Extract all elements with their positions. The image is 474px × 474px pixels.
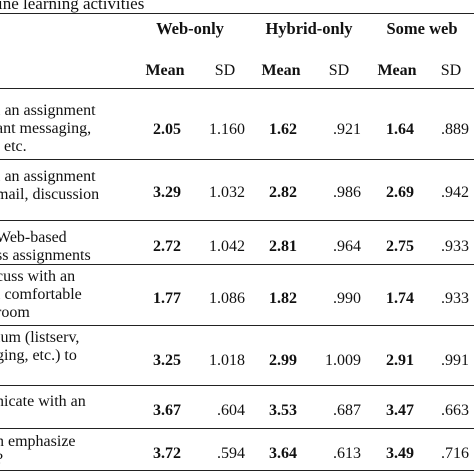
row-item-label: n emphasize ? (0, 433, 146, 469)
cell-some-web-mean: 2.91 (386, 352, 414, 369)
cell-web-only-mean: 2.72 (153, 238, 181, 255)
cell-some-web-mean: 2.69 (386, 184, 414, 201)
cell-some-web-mean: 2.75 (386, 238, 414, 255)
row-rule (0, 470, 474, 471)
group-header-some-web: Some web (386, 19, 458, 38)
cell-web-only-sd: 1.042 (209, 238, 245, 255)
cell-web-only-mean: 3.29 (153, 184, 181, 201)
cell-some-web-mean: 3.49 (386, 445, 414, 462)
cell-hybrid-only-sd: .990 (333, 290, 361, 307)
header-rule (0, 88, 474, 89)
cell-web-only-mean: 2.05 (153, 121, 181, 138)
subheader-sd-some-web: SD (440, 62, 462, 79)
row-item-label: l an assignment ant messaging, , etc. (0, 102, 146, 156)
table-caption: ine learning activities (0, 0, 145, 13)
cell-web-only-mean: 1.77 (153, 290, 181, 307)
row-item-label: nicate with an (0, 393, 146, 411)
cell-some-web-sd: .716 (441, 445, 469, 462)
cell-hybrid-only-mean: 3.64 (269, 445, 297, 462)
cell-hybrid-only-sd: .921 (333, 121, 361, 138)
row-rule (0, 385, 474, 386)
row-item-line: ? (0, 451, 146, 469)
row-rule (0, 428, 474, 429)
cell-hybrid-only-mean: 1.82 (269, 290, 297, 307)
subheader-sd-hybrid-only: SD (328, 62, 350, 79)
cell-web-only-mean: 3.72 (153, 445, 181, 462)
cell-web-only-sd: 1.160 (209, 121, 245, 138)
row-item-line: , etc. (0, 138, 27, 155)
row-item-line: Web-based (0, 229, 67, 246)
row-item-line: ium (listserv, (0, 329, 80, 346)
subheader-mean-some-web: Mean (377, 62, 417, 79)
subheader-mean-hybrid-only: Mean (261, 62, 301, 79)
row-item-line: mail, discussion (0, 186, 100, 203)
cell-hybrid-only-sd: .613 (333, 445, 361, 462)
top-rule (0, 13, 474, 14)
row-rule (0, 220, 474, 221)
row-rule (0, 325, 474, 326)
cell-web-only-sd: .594 (217, 445, 245, 462)
cell-hybrid-only-mean: 2.99 (269, 352, 297, 369)
cell-some-web-sd: .991 (441, 352, 469, 369)
cell-web-only-mean: 3.67 (153, 402, 181, 419)
row-item-line: room (0, 304, 30, 321)
row-item-label: ium (listserv, ging, etc.) to (0, 329, 146, 365)
cell-web-only-sd: 1.032 (209, 184, 245, 201)
cell-some-web-sd: .933 (441, 238, 469, 255)
group-header-web-only: Web-only (156, 19, 224, 38)
subheader-sd-web-only: SD (214, 62, 236, 79)
cell-some-web-mean: 3.47 (386, 402, 414, 419)
cell-web-only-sd: 1.086 (209, 290, 245, 307)
row-item-label: Web-based ss assignments (0, 229, 146, 265)
cell-hybrid-only-mean: 3.53 (269, 402, 297, 419)
row-item-line: l an assignment (0, 102, 96, 119)
cell-hybrid-only-mean: 2.82 (269, 184, 297, 201)
row-item-line: ant messaging, (0, 120, 92, 137)
cell-hybrid-only-sd: .964 (333, 238, 361, 255)
row-item-line: l an assignment (0, 168, 96, 185)
row-item-label: cuss with an l comfortable room (0, 268, 146, 322)
cell-hybrid-only-mean: 1.62 (269, 121, 297, 138)
cell-some-web-mean: 1.74 (386, 290, 414, 307)
cell-some-web-sd: .942 (441, 184, 469, 201)
cell-hybrid-only-mean: 2.81 (269, 238, 297, 255)
cell-hybrid-only-sd: 1.009 (325, 352, 361, 369)
row-item-label: l an assignment mail, discussion (0, 168, 146, 204)
cell-some-web-sd: .663 (441, 402, 469, 419)
cell-some-web-sd: .933 (441, 290, 469, 307)
cell-web-only-sd: 1.018 (209, 352, 245, 369)
cell-some-web-sd: .889 (441, 121, 469, 138)
cell-hybrid-only-sd: .986 (333, 184, 361, 201)
row-item-line: nicate with an (0, 393, 86, 410)
row-item-line: l comfortable (0, 286, 82, 303)
row-rule (0, 159, 474, 160)
cell-web-only-mean: 3.25 (153, 352, 181, 369)
cell-web-only-sd: .604 (217, 402, 245, 419)
subheader-mean-web-only: Mean (145, 62, 185, 79)
cell-some-web-mean: 1.64 (386, 121, 414, 138)
group-header-hybrid-only: Hybrid-only (265, 19, 353, 38)
cell-hybrid-only-sd: .687 (333, 402, 361, 419)
row-item-line: n emphasize (0, 433, 76, 450)
row-rule (0, 264, 474, 265)
row-item-line: cuss with an (0, 268, 76, 285)
row-item-line: ss assignments (0, 247, 91, 264)
row-item-line: ging, etc.) to (0, 347, 77, 364)
